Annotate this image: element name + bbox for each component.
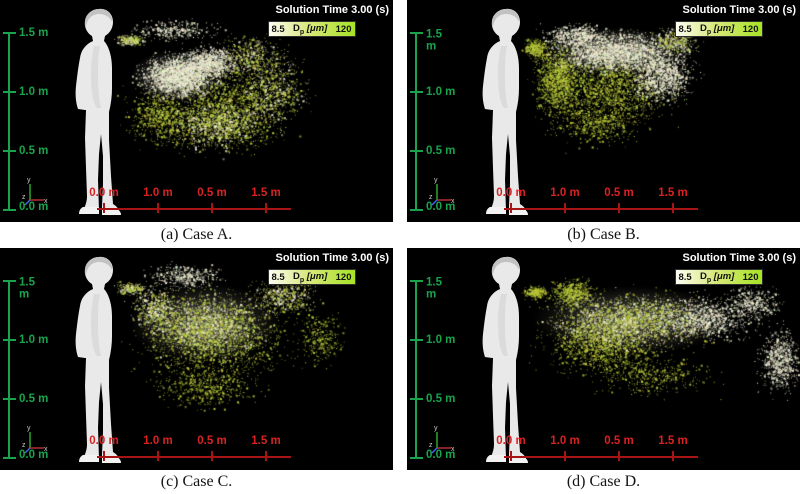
x-tick-label: 1.0 m [143,435,173,447]
colorbar-min: 8.5 [271,271,285,283]
axis-triad-icon: y x z [22,424,48,459]
caption-case-c: (c) Case C. [0,470,393,494]
svg-text:y: y [27,425,31,432]
colorbar-max: 120 [335,271,352,283]
svg-text:x: x [44,198,48,205]
panel-case-b: 1.5 m 1.0 m 0.5 m 0.0 m 0.0 m 1.0 m 0.5 … [407,0,800,222]
x-tick-label: 1.5 m [251,187,281,199]
y-axis-line [8,280,10,459]
diameter-colorbar: 8.5 Dp [μm] 120 [674,269,763,285]
svg-text:z: z [22,442,26,449]
x-tick-label: 0.5 m [197,187,227,199]
colorbar-title: Dp [μm] [700,22,735,36]
colorbar-max: 120 [742,23,759,35]
solution-time-label: Solution Time 3.00 (s) [267,251,393,265]
x-tick-label: 1.5 m [251,435,281,447]
y-tick-label: 0.5 m [19,392,49,405]
svg-text:x: x [44,446,48,453]
colorbar-max: 120 [335,23,352,35]
y-tick-label: 1.0 m [19,85,49,98]
panel-case-a: 1.5 m 1.0 m 0.5 m 0.0 m 0.0 m 1.0 m 0.5 … [0,0,393,222]
solution-time-label: Solution Time 3.00 (s) [674,251,800,265]
colorbar-min: 8.5 [678,23,692,35]
scene-legend: Solution Time 3.00 (s) 8.5 Dp [μm] 120 [267,248,393,285]
svg-text:y: y [27,177,31,184]
y-axis-line [415,32,417,211]
caption-case-b: (b) Case B. [407,223,800,247]
x-tick-label: 0.0 m [89,187,119,199]
y-tick-label: 1.5 m [426,276,442,301]
y-tick-label: 1.5 m [426,28,442,53]
x-tick-label: 0.5 m [604,435,634,447]
scene-legend: Solution Time 3.00 (s) 8.5 Dp [μm] 120 [674,248,800,285]
x-tick-label: 1.5 m [658,435,688,447]
axis-triad-icon: y x z [429,424,455,459]
x-tick-label: 0.0 m [496,187,526,199]
scene-legend: Solution Time 3.00 (s) 8.5 Dp [μm] 120 [674,0,800,37]
svg-text:z: z [429,442,433,449]
y-tick-label: 1.0 m [426,85,456,98]
particle-cloud-canvas [407,248,800,470]
caption-case-a: (a) Case A. [0,223,393,247]
colorbar-title: Dp [μm] [293,22,328,36]
svg-text:x: x [451,198,455,205]
colorbar-title: Dp [μm] [293,270,328,284]
particle-cloud-canvas [0,0,393,222]
x-axis-line [504,208,698,210]
colorbar-min: 8.5 [271,23,285,35]
y-axis-line [415,280,417,459]
x-tick-label: 0.0 m [89,435,119,447]
svg-text:y: y [434,177,438,184]
y-axis-line [8,32,10,211]
y-tick-label: 1.5 m [19,276,35,301]
panel-case-d: 1.5 m 1.0 m 0.5 m 0.0 m 0.0 m 1.0 m 0.5 … [407,248,800,470]
y-tick-label: 0.5 m [426,392,456,405]
x-axis-line [97,456,291,458]
svg-text:y: y [434,425,438,432]
solution-time-label: Solution Time 3.00 (s) [674,3,800,17]
x-tick-label: 1.5 m [658,187,688,199]
x-tick-label: 0.5 m [604,187,634,199]
y-tick-label: 1.5 m [19,26,49,39]
diameter-colorbar: 8.5 Dp [μm] 120 [674,21,763,37]
svg-text:z: z [429,194,433,201]
x-tick-label: 1.0 m [550,435,580,447]
x-tick-label: 1.0 m [143,187,173,199]
panel-case-c: 1.5 m 1.0 m 0.5 m 0.0 m 0.0 m 1.0 m 0.5 … [0,248,393,470]
diameter-colorbar: 8.5 Dp [μm] 120 [267,21,356,37]
y-tick-label: 0.5 m [426,144,456,157]
scene-legend: Solution Time 3.00 (s) 8.5 Dp [μm] 120 [267,0,393,37]
colorbar-min: 8.5 [678,271,692,283]
colorbar-max: 120 [742,271,759,283]
particle-cloud-canvas [407,0,800,222]
colorbar-title: Dp [μm] [700,270,735,284]
x-axis-line [97,208,291,210]
solution-time-label: Solution Time 3.00 (s) [267,3,393,17]
svg-text:z: z [22,194,26,201]
axis-triad-icon: y x z [429,176,455,211]
x-tick-label: 0.0 m [496,435,526,447]
x-tick-label: 1.0 m [550,187,580,199]
y-tick-label: 1.0 m [19,333,49,346]
diameter-colorbar: 8.5 Dp [μm] 120 [267,269,356,285]
axis-triad-icon: y x z [22,176,48,211]
x-tick-label: 0.5 m [197,435,227,447]
particle-cloud-canvas [0,248,393,470]
y-tick-label: 1.0 m [426,333,456,346]
caption-case-d: (d) Case D. [407,470,800,494]
y-tick-label: 0.5 m [19,144,49,157]
svg-text:x: x [451,446,455,453]
x-axis-line [504,456,698,458]
